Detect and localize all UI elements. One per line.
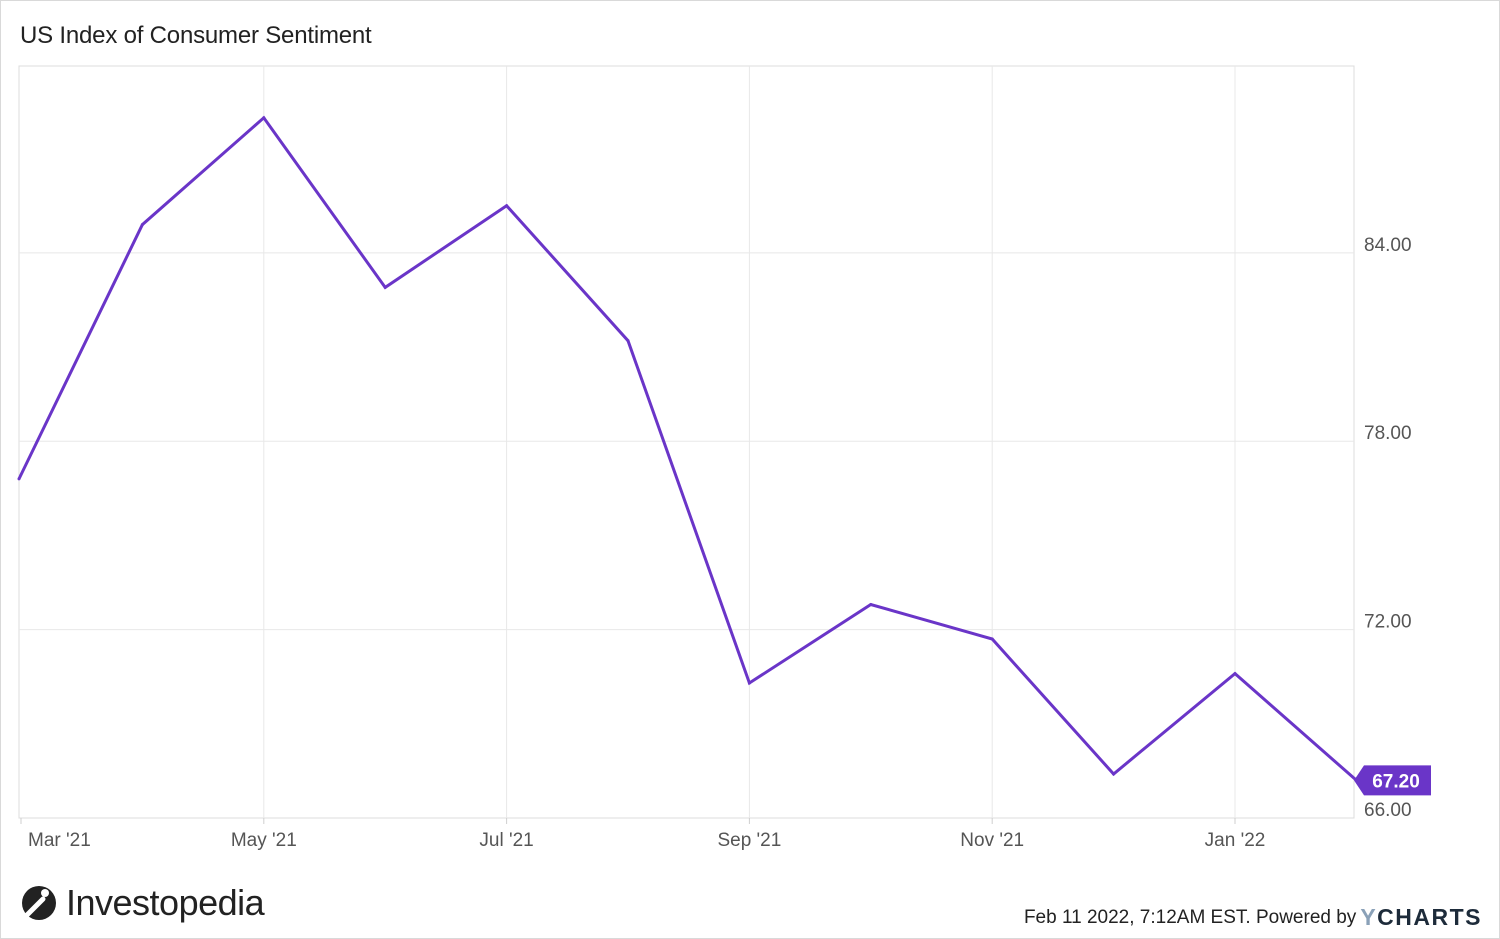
- last-value-label: 67.20: [1372, 771, 1420, 792]
- data-point: [869, 602, 873, 606]
- chart-title: US Index of Consumer Sentiment: [20, 22, 372, 49]
- x-tick-label: Nov '21: [960, 830, 1024, 851]
- data-point: [262, 116, 266, 120]
- y-tick-label: 84.00: [1364, 235, 1412, 256]
- data-point: [140, 223, 144, 227]
- data-point: [17, 477, 21, 481]
- data-point: [1233, 672, 1237, 676]
- x-tick-label: Sep '21: [717, 830, 781, 851]
- y-tick-label: 66.00: [1364, 800, 1412, 821]
- ycharts-logo-text: CHARTS: [1377, 904, 1482, 930]
- investopedia-logo: Investopedia: [20, 880, 265, 926]
- plot-area-border: [18, 65, 1355, 819]
- data-point: [747, 681, 751, 685]
- y-tick-label: 72.00: [1364, 612, 1412, 633]
- x-tick-label: Jul '21: [479, 830, 533, 851]
- series-line: [17, 115, 1358, 782]
- x-tick-label: Mar '21: [28, 830, 91, 851]
- chart-footer: Feb 11 2022, 7:12AM EST. Powered by YCHA…: [1024, 904, 1482, 931]
- data-point: [1112, 772, 1116, 776]
- powered-by-label: Powered by: [1255, 906, 1357, 928]
- data-point: [990, 637, 994, 641]
- x-tick-label: Jan '22: [1205, 830, 1266, 851]
- x-tick-label: May '21: [231, 830, 297, 851]
- timestamp: Feb 11 2022, 7:12AM EST.: [1023, 906, 1251, 928]
- data-point: [383, 285, 387, 289]
- investopedia-logo-icon: [22, 886, 56, 920]
- last-value-tag: [1354, 765, 1431, 796]
- logo-text: Investopedia: [66, 882, 265, 923]
- data-point: [505, 204, 509, 208]
- data-point: [626, 339, 630, 343]
- ycharts-logo: YCHARTS: [1360, 904, 1482, 931]
- ycharts-logo-y: Y: [1360, 904, 1378, 930]
- y-tick-label: 78.00: [1364, 423, 1412, 444]
